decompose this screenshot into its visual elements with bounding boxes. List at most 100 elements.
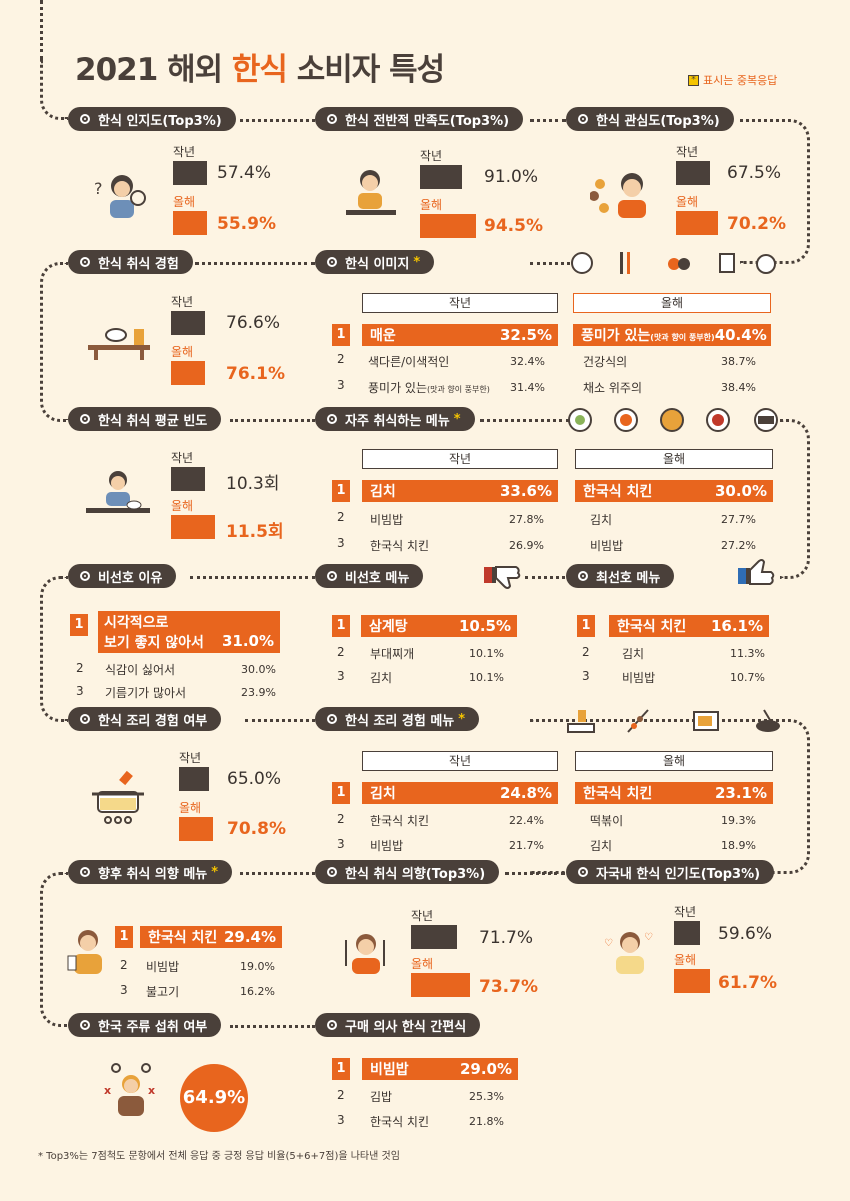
rank-1-badge: 1 (332, 324, 350, 346)
list-value: 38.7% (721, 355, 756, 368)
experience-curr-bar (171, 361, 205, 385)
tableware-icons (571, 252, 776, 274)
section-cook-experience: 한식 조리 경험 여부 (68, 707, 222, 731)
popularity-prev-bar (674, 921, 700, 945)
section-liquor: 한국 주류 섭취 여부 (68, 1013, 222, 1037)
rank-number: 3 (337, 837, 345, 851)
frequent-curr-top: 한국식 치킨 30.0% (575, 480, 773, 502)
bullet-icon (80, 414, 90, 424)
person-drink-icon (67, 930, 102, 974)
rank-number: 2 (582, 645, 590, 659)
list-item: 김치 (622, 647, 645, 661)
list-item: 떡볶이 (590, 814, 624, 828)
bullet-icon (578, 114, 588, 124)
popularity-curr-value: 61.7% (718, 973, 777, 993)
image-prev-top: 매운 32.5% (362, 324, 558, 346)
intent-prev-value: 71.7% (479, 928, 534, 948)
connector-line (240, 119, 315, 122)
prev-label: 작년 (420, 149, 443, 163)
interest-prev-value: 67.5% (727, 163, 782, 183)
svg-text:♡: ♡ (644, 932, 653, 943)
intent-curr-bar (411, 973, 470, 997)
interest-curr-bar (676, 211, 718, 235)
list-item: 한국식 치킨 (370, 814, 430, 828)
rank-number: 2 (76, 661, 84, 675)
awareness-prev-bar (173, 161, 207, 185)
prev-label: 작년 (171, 451, 194, 465)
list-value: 32.4% (510, 355, 545, 368)
section-cook-menu: 한식 조리 경험 메뉴 * (315, 707, 480, 731)
cook-prev-bar (179, 767, 209, 791)
thumbs-down-icon (484, 566, 521, 589)
list-item: 비빔밥 (370, 513, 404, 527)
rank-1-badge: 1 (70, 614, 88, 636)
list-item: 건강식의 (583, 355, 628, 369)
bullet-icon (327, 571, 337, 581)
section-dislike-menu: 비선호 메뉴 (315, 564, 424, 588)
frequency-prev-value: 10.3회 (226, 474, 280, 494)
curr-year-header: 올해 (575, 449, 773, 469)
bullet-icon (80, 1020, 90, 1030)
connector-line (480, 419, 570, 422)
rank-1-badge: 1 (115, 926, 133, 948)
section-experience: 한식 취식 경험 (68, 250, 193, 274)
rank-1-badge: 1 (332, 615, 350, 637)
curr-label: 올해 (171, 345, 194, 359)
list-value: 31.4% (510, 381, 545, 394)
rank-number: 2 (337, 1088, 345, 1102)
section-intent: 한식 취식 의향(Top3%) (315, 860, 500, 884)
list-item: 비빔밥 (370, 839, 404, 853)
rank-number: 3 (76, 684, 84, 698)
rank-number: 3 (120, 983, 128, 997)
list-value: 22.4% (509, 814, 544, 827)
frequency-prev-bar (171, 467, 205, 491)
intent-curr-value: 73.7% (479, 977, 538, 997)
connector-line (40, 0, 43, 60)
rank-number: 3 (337, 378, 345, 392)
connector-line (40, 872, 68, 1027)
star-marker: * (688, 74, 699, 86)
dislike-reason-top: 시각적으로 보기 좋지 않아서 31.0% (98, 611, 280, 653)
section-hmr: 구매 의사 한식 간편식 (315, 1013, 481, 1037)
person-utensils-icon (345, 934, 385, 974)
curr-label: 올해 (179, 801, 202, 815)
table-food-icon (88, 328, 150, 360)
connector-line (740, 119, 810, 264)
popularity-prev-value: 59.6% (718, 924, 773, 944)
svg-text:♡: ♡ (604, 938, 613, 949)
footnote: * Top3%는 7점척도 문항에서 전체 응답 중 긍정 응답 비율(5+6+… (38, 1151, 400, 1162)
curr-year-header: 올해 (573, 293, 771, 313)
rank-number: 2 (337, 645, 345, 659)
section-future-menu: 향후 취식 의향 메뉴 * (68, 860, 233, 884)
connector-line (40, 262, 68, 422)
list-value: 38.4% (721, 381, 756, 394)
list-item: 채소 위주의 (583, 381, 643, 395)
connector-line (40, 576, 68, 722)
curr-label: 올해 (171, 499, 194, 513)
rank-number: 2 (120, 958, 128, 972)
svg-text:x: x (148, 1084, 155, 1097)
prev-label: 작년 (179, 751, 202, 765)
bullet-icon (327, 1020, 337, 1030)
rank-number: 2 (337, 510, 345, 524)
prev-label: 작년 (676, 145, 699, 159)
curr-label: 올해 (676, 195, 699, 209)
rank-1-badge: 1 (577, 615, 595, 637)
list-item: 김밥 (370, 1090, 393, 1104)
section-image: 한식 이미지 * (315, 250, 435, 274)
bullet-icon (578, 571, 588, 581)
image-curr-top: 풍미가 있는(맛과 향이 풍부한) 40.4% (573, 324, 771, 346)
connector-line (530, 119, 566, 122)
interest-curr-value: 70.2% (727, 214, 786, 234)
list-item: 비빔밥 (146, 960, 180, 974)
list-item: 기름기가 많아서 (105, 686, 187, 700)
section-frequency: 한식 취식 평균 빈도 (68, 407, 222, 431)
rank-number: 3 (337, 536, 345, 550)
connector-line (190, 576, 315, 579)
bullet-icon (327, 414, 337, 424)
list-value: 26.9% (509, 539, 544, 552)
page-title: 2021 해외 한식 소비자 특성 (75, 52, 445, 88)
list-item: 김치 (590, 513, 613, 527)
bullet-icon (80, 714, 90, 724)
connector-line (780, 419, 810, 579)
